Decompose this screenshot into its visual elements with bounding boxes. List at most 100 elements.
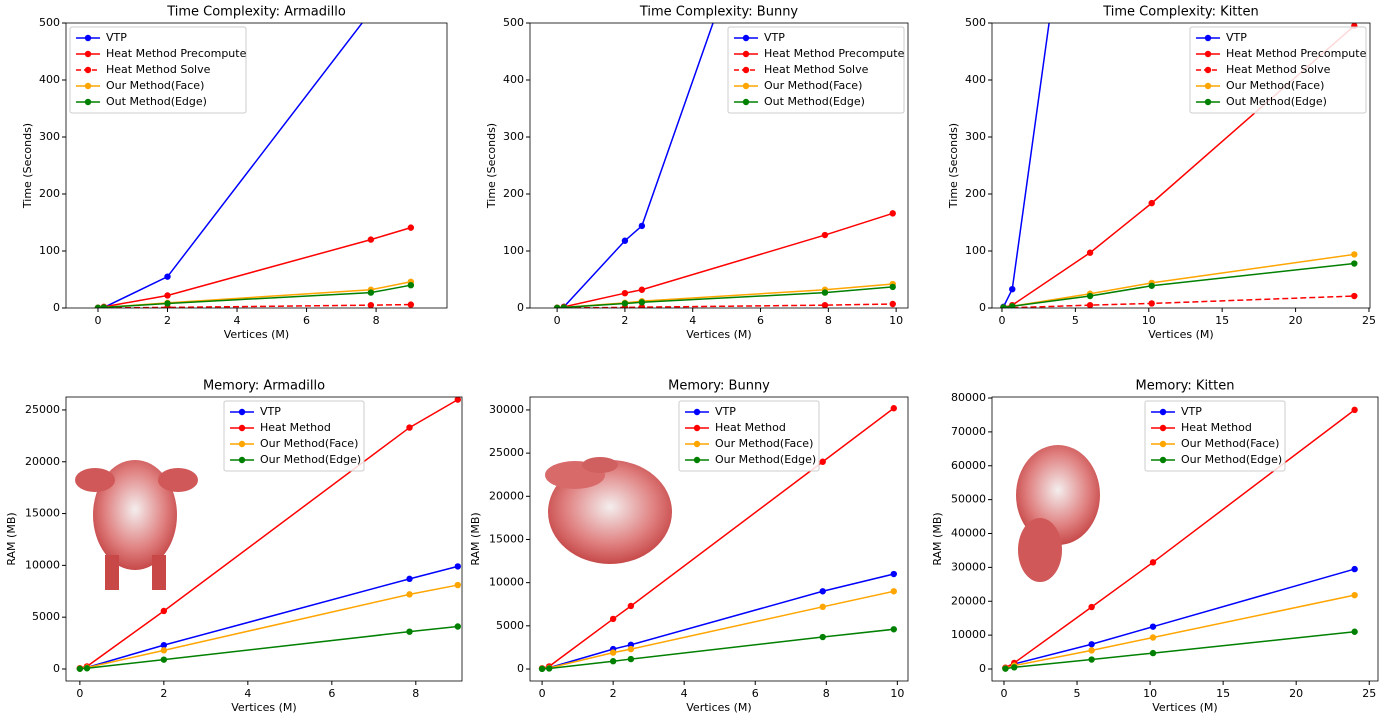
y-tick-label: 10000 — [489, 576, 524, 589]
y-tick-label: 300 — [503, 130, 524, 143]
legend-label: VTP — [1226, 31, 1247, 44]
legend-marker — [1159, 424, 1167, 432]
armadillo-image — [75, 460, 198, 590]
marker — [454, 581, 462, 589]
legend-marker — [1204, 98, 1212, 106]
legend-marker — [693, 440, 701, 448]
x-tick-label: 0 — [76, 687, 83, 700]
marker — [819, 603, 826, 611]
x-tick-label: 10 — [1142, 314, 1156, 327]
marker — [164, 300, 171, 307]
y-tick-label: 60000 — [951, 459, 986, 472]
x-tick-label: 0 — [539, 687, 546, 700]
x-tick-label: 10 — [890, 687, 904, 700]
x-tick-label: 15 — [1215, 314, 1229, 327]
legend-marker — [84, 66, 92, 74]
y-tick-label: 0 — [53, 301, 60, 314]
marker — [1149, 559, 1157, 566]
legend-marker — [238, 408, 246, 416]
marker — [627, 602, 635, 610]
marker — [1351, 565, 1358, 573]
plot-area — [553, 23, 896, 308]
marker — [1351, 260, 1358, 267]
legend-label: Heat Method Precompute — [764, 47, 905, 60]
marker — [821, 301, 829, 308]
chart-title: Time Complexity: Armadillo — [166, 5, 346, 20]
series-line — [1003, 253, 1355, 308]
marker — [1149, 634, 1157, 641]
series-line — [79, 565, 458, 670]
legend-marker — [742, 82, 750, 90]
marker — [160, 641, 168, 649]
y-tick-label: 200 — [503, 187, 524, 200]
legend-marker — [84, 50, 92, 58]
y-tick-label: 10000 — [951, 628, 986, 641]
x-tick-label: 15 — [1216, 687, 1230, 700]
series-line — [1003, 295, 1355, 308]
marker — [638, 299, 646, 306]
marker — [609, 658, 617, 665]
marker — [1011, 664, 1018, 671]
legend-label: Our Method(Face) — [106, 79, 204, 92]
legend-marker — [84, 82, 92, 90]
y-tick-label: 70000 — [951, 425, 986, 438]
y-tick-label: 500 — [39, 16, 60, 29]
subplot: Memory: Kitten 0 5 10 15 20 25 0 10000 20000 30000… — [931, 379, 1379, 714]
y-tick-label: 15000 — [25, 507, 60, 520]
y-tick-label: 50000 — [951, 493, 986, 506]
legend-label: VTP — [260, 405, 281, 418]
y-tick-label: 200 — [39, 187, 60, 200]
y-tick-label: 5000 — [496, 619, 524, 632]
marker — [1149, 623, 1157, 630]
legend: VTP Heat Method Precompute Heat Method Sol… — [727, 26, 905, 114]
y-tick-label: 20000 — [951, 594, 986, 607]
legend-marker — [693, 456, 701, 464]
marker — [407, 224, 415, 231]
legend-marker — [1204, 66, 1212, 74]
y-tick-label: 300 — [39, 130, 60, 143]
marker — [609, 649, 617, 656]
y-axis-label: Time (Seconds) — [21, 123, 34, 209]
y-tick-label: 20000 — [25, 455, 60, 468]
marker — [889, 283, 896, 291]
marker — [638, 222, 646, 230]
y-tick-label: 400 — [965, 73, 986, 86]
x-tick-label: 8 — [373, 314, 380, 327]
marker — [368, 8, 374, 14]
x-tick-label: 25 — [1362, 687, 1376, 700]
marker — [621, 289, 629, 297]
marker — [367, 289, 375, 296]
legend-marker — [1204, 34, 1212, 42]
marker — [1351, 251, 1358, 258]
legend-box — [69, 26, 247, 114]
y-tick-label: 5000 — [32, 610, 60, 623]
x-axis-label: Vertices (M) — [224, 328, 289, 341]
y-tick-label: 10000 — [25, 558, 60, 571]
y-axis-label: RAM (MB) — [469, 512, 482, 565]
series-line — [97, 226, 412, 308]
legend-label: Our Method(Edge) — [1181, 453, 1282, 466]
legend-marker — [742, 50, 750, 58]
legend: VTP Heat Method Our Method(Face) Our Method… — [223, 400, 365, 472]
legend-label: VTP — [764, 31, 785, 44]
legend-marker — [84, 34, 92, 42]
x-tick-label: 20 — [1289, 687, 1303, 700]
marker — [406, 628, 413, 635]
y-tick-label: 100 — [965, 244, 986, 257]
x-tick-label: 25 — [1362, 314, 1376, 327]
x-tick-label: 6 — [328, 687, 335, 700]
subplot: Time Complexity: Armadillo 0 2 4 6 8 0 100 200 30… — [21, 5, 448, 341]
x-tick-label: 4 — [234, 314, 241, 327]
y-tick-label: 80000 — [951, 391, 986, 404]
legend-marker — [84, 98, 92, 106]
x-tick-label: 8 — [823, 687, 830, 700]
marker — [609, 615, 617, 623]
chart-title: Memory: Bunny — [668, 379, 770, 394]
series-line — [97, 284, 411, 308]
marker — [160, 647, 168, 654]
series-line — [542, 628, 894, 670]
y-tick-label: 0 — [979, 301, 986, 314]
y-tick-label: 200 — [965, 187, 986, 200]
series-line — [542, 590, 894, 670]
